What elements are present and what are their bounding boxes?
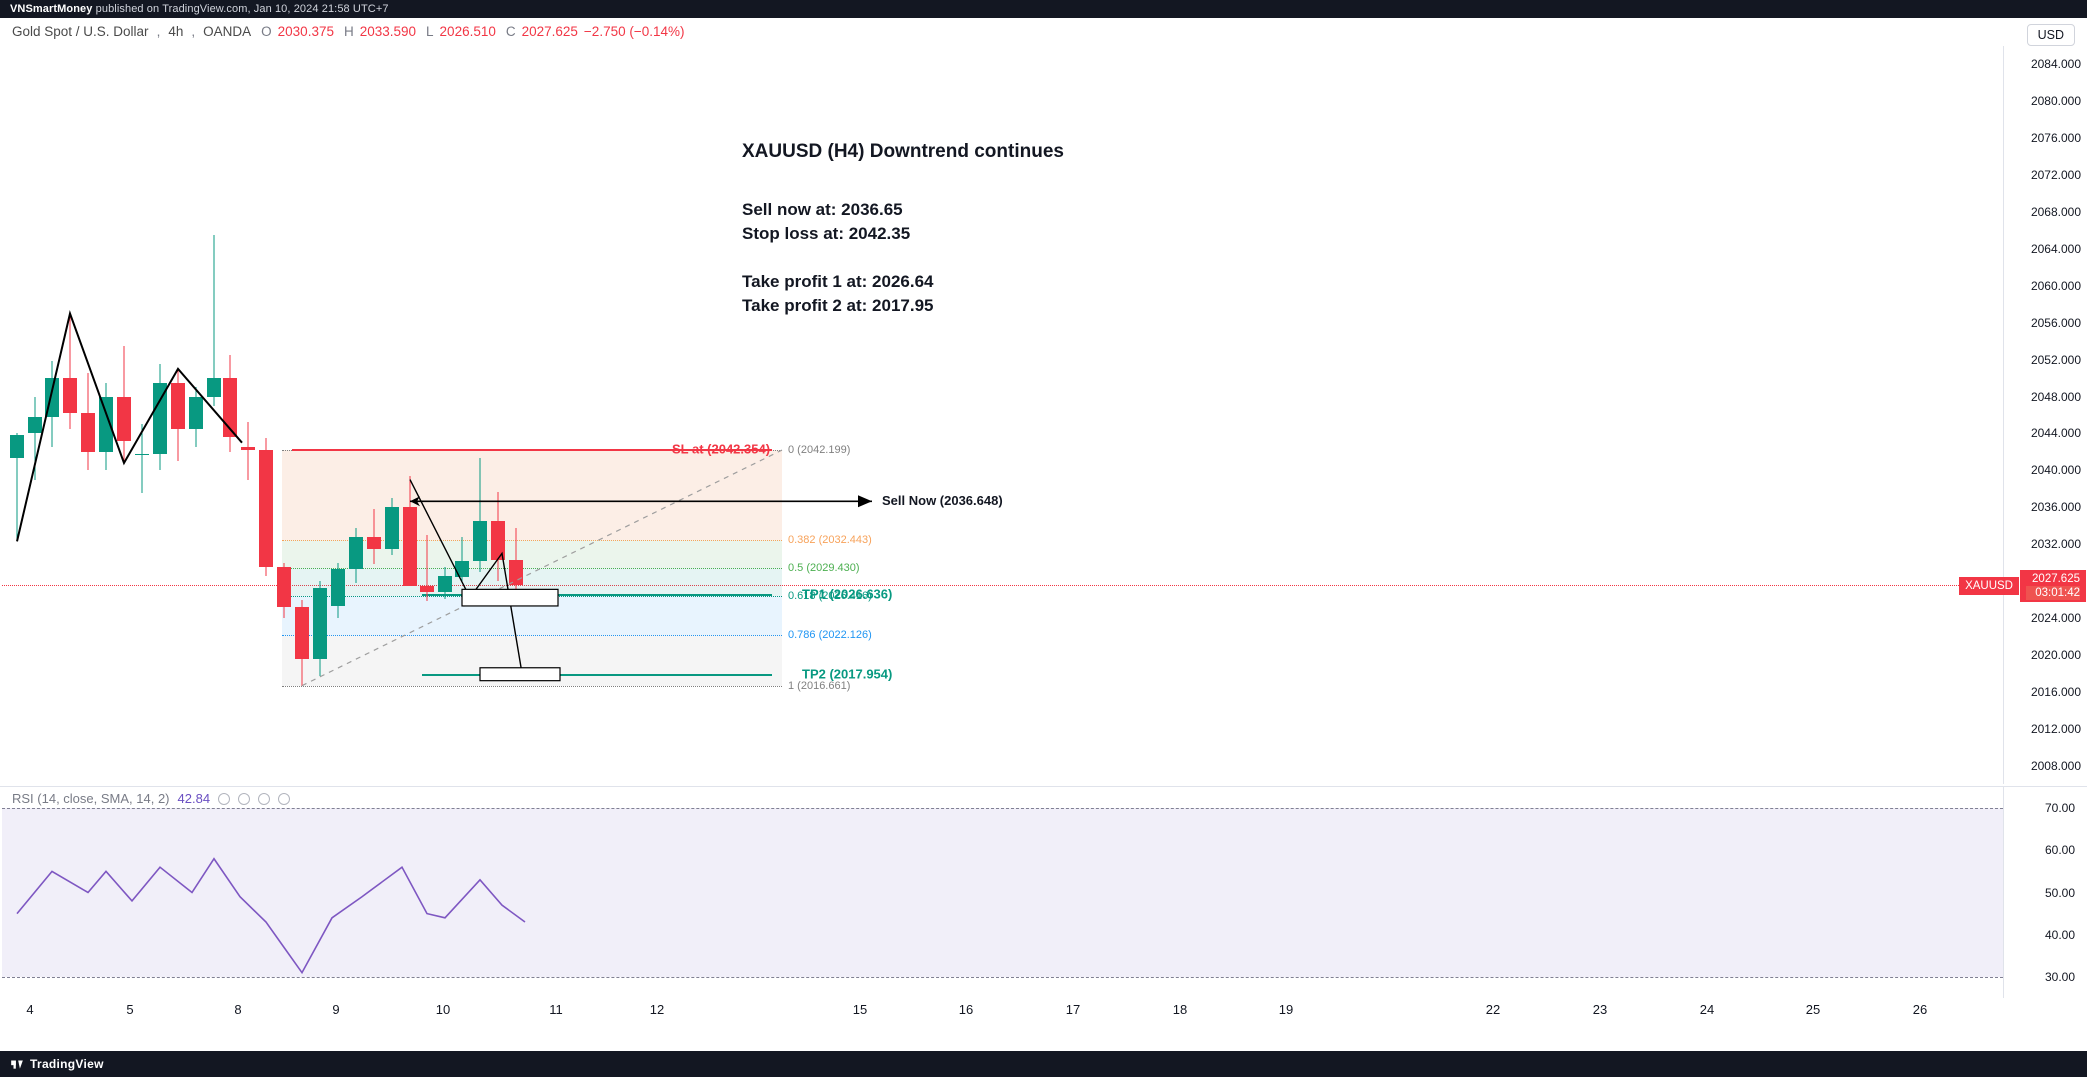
time-xtick: 16: [959, 1002, 973, 1017]
price-ytick: 2076.000: [2031, 131, 2081, 145]
chart-text-annotation[interactable]: Take profit 2 at: 2017.95: [742, 296, 934, 316]
symbol-name[interactable]: Gold Spot / U.S. Dollar: [12, 24, 149, 39]
time-x-axis[interactable]: 4 5 8 9 10 11 12 15 16 17 18 19 22 23 24 25 26: [0, 998, 2003, 1024]
rsi-y-axis[interactable]: 30.00 40.00 50.00 60.00 70.00: [2003, 787, 2087, 998]
rsi-ytick: 30.00: [2045, 970, 2075, 984]
price-chart-pane[interactable]: 0 (2042.199)0.382 (2032.443)0.5 (2029.43…: [0, 46, 2087, 784]
time-xtick: 18: [1173, 1002, 1187, 1017]
ohlc-close: 2027.625: [522, 24, 578, 39]
last-price-tag: 2027.62503:01:42: [2020, 570, 2086, 602]
rsi-ytick: 50.00: [2045, 886, 2075, 900]
chart-text-annotation[interactable]: Sell now at: 2036.65: [742, 200, 903, 220]
price-ytick: 2016.000: [2031, 685, 2081, 699]
ohlc-open: 2030.375: [278, 24, 334, 39]
main: Gold Spot / U.S. Dollar , 4h , OANDA O20…: [0, 18, 2087, 1051]
time-xtick: 22: [1486, 1002, 1500, 1017]
timeframe[interactable]: 4h: [168, 24, 183, 39]
time-xtick: 24: [1700, 1002, 1714, 1017]
symbol-price-tag: XAUUSD: [1959, 577, 2019, 595]
rsi-ytick: 70.00: [2045, 801, 2075, 815]
publish-meta: published on TradingView.com, Jan 10, 20…: [96, 3, 389, 15]
time-xtick: 10: [436, 1002, 450, 1017]
price-ytick: 2064.000: [2031, 242, 2081, 256]
price-ytick: 2080.000: [2031, 94, 2081, 108]
footer-brand: TradingView: [30, 1057, 104, 1071]
time-xtick: 9: [332, 1002, 339, 1017]
tradingview-logo-icon: [10, 1057, 24, 1071]
currency-selector[interactable]: USD: [2027, 24, 2075, 46]
sell-now-label: Sell Now (2036.648): [882, 493, 1003, 508]
price-ytick: 2052.000: [2031, 353, 2081, 367]
time-xtick: 19: [1279, 1002, 1293, 1017]
price-ytick: 2040.000: [2031, 463, 2081, 477]
time-xtick: 15: [853, 1002, 867, 1017]
ohlc-high: 2033.590: [360, 24, 416, 39]
rsi-line: [17, 859, 525, 973]
rsi-ytick: 40.00: [2045, 928, 2075, 942]
time-xtick: 11: [549, 1002, 563, 1017]
rsi-pane[interactable]: RSI (14, close, SMA, 14, 2) 42.84 30.004…: [0, 786, 2087, 998]
price-ytick: 2032.000: [2031, 537, 2081, 551]
time-xtick: 8: [234, 1002, 241, 1017]
price-ytick: 2024.000: [2031, 611, 2081, 625]
ohlc-change: −2.750 (−0.14%): [584, 24, 685, 39]
price-ytick: 2084.000: [2031, 57, 2081, 71]
time-xtick: 17: [1066, 1002, 1080, 1017]
price-ytick: 2008.000: [2031, 759, 2081, 773]
chart-title-annotation[interactable]: XAUUSD (H4) Downtrend continues: [742, 141, 1064, 163]
time-xtick: 25: [1806, 1002, 1820, 1017]
broker[interactable]: OANDA: [203, 24, 251, 39]
time-xtick: 4: [26, 1002, 33, 1017]
publisher: VNSmartMoney: [10, 3, 93, 15]
time-xtick: 26: [1913, 1002, 1927, 1017]
price-ytick: 2072.000: [2031, 168, 2081, 182]
price-y-axis[interactable]: 2008.000 2012.000 2016.000 2020.000 2024.000…: [2003, 46, 2087, 784]
price-ytick: 2044.000: [2031, 426, 2081, 440]
price-ytick: 2060.000: [2031, 279, 2081, 293]
chart-text-annotation[interactable]: Stop loss at: 2042.35: [742, 224, 910, 244]
price-ytick: 2068.000: [2031, 205, 2081, 219]
price-ytick: 2036.000: [2031, 500, 2081, 514]
time-xtick: 5: [126, 1002, 133, 1017]
footer-strip: TradingView: [0, 1051, 2087, 1077]
price-ytick: 2056.000: [2031, 316, 2081, 330]
price-ytick: 2020.000: [2031, 648, 2081, 662]
price-ytick: 2048.000: [2031, 390, 2081, 404]
time-xtick: 12: [650, 1002, 664, 1017]
price-ytick: 2012.000: [2031, 722, 2081, 736]
time-xtick: 23: [1593, 1002, 1607, 1017]
rsi-ytick: 60.00: [2045, 843, 2075, 857]
ohlc-low: 2026.510: [440, 24, 496, 39]
publish-strip: VNSmartMoney published on TradingView.co…: [0, 0, 2087, 18]
symbol-ohlc: Gold Spot / U.S. Dollar , 4h , OANDA O20…: [12, 24, 685, 39]
chart-text-annotation[interactable]: Take profit 1 at: 2026.64: [742, 272, 934, 292]
